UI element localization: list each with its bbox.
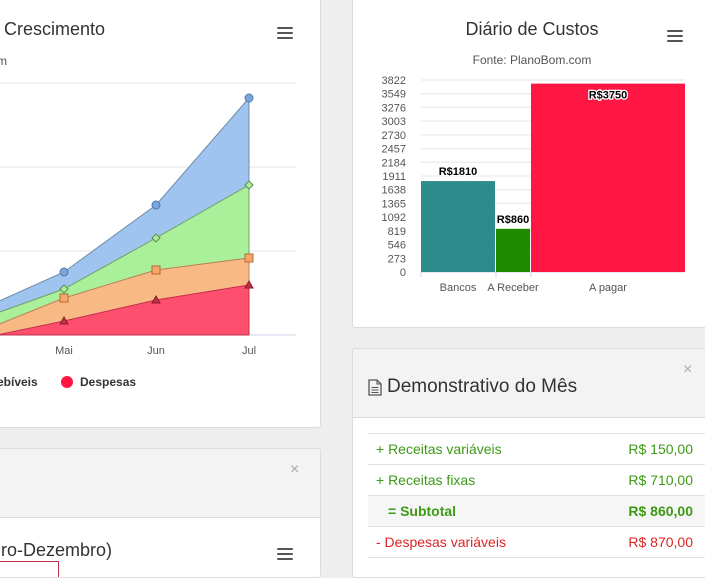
y-tick-label: 1092 — [382, 212, 406, 224]
bar-a-pagar — [531, 83, 685, 273]
demo-row: - Despesas variáveis R$ 870,00 — [368, 526, 705, 557]
y-tick-label: 1638 — [382, 185, 406, 197]
growth-chart-box: Crescimento m — [0, 0, 307, 415]
legend-label-receivables: ebíveis — [0, 375, 38, 389]
bar-data-label: R$3750 — [589, 90, 628, 102]
bar-a-receber — [496, 228, 530, 272]
demo-panel-header: Demonstrativo do Mês × — [353, 349, 705, 418]
demo-row: + Receitas variáveis R$ 150,00 — [368, 433, 705, 464]
costs-chart-title: Diário de Custos — [465, 19, 599, 39]
y-tick-label: 2184 — [382, 157, 406, 169]
demo-row: + Receitas fixas R$ 710,00 — [368, 464, 705, 495]
legend-label-despesas: Despesas — [80, 375, 136, 389]
growth-chart-menu-icon[interactable] — [277, 27, 293, 39]
demo-row-label: + Receitas fixas — [376, 472, 476, 488]
annual-chart-box: ro-Dezembro) — [0, 518, 307, 577]
demo-row-label: + Receitas variáveis — [376, 441, 502, 457]
y-tick-label: 2730 — [382, 130, 406, 142]
demo-panel: Demonstrativo do Mês × + Receitas variáv… — [352, 348, 705, 578]
growth-chart-svg: Mai Jun Jul ebíveis Despesas — [0, 82, 296, 389]
y-tick-label: 546 — [388, 240, 406, 252]
y-tick-label: 3822 — [382, 75, 406, 87]
y-tick-label: 0 — [400, 267, 406, 279]
y-tick-label: 2457 — [382, 144, 406, 156]
series-3-markers — [59, 253, 254, 303]
demo-panel-title: Demonstrativo do Mês — [387, 376, 578, 397]
growth-chart-title: Crescimento — [4, 19, 106, 39]
series-2-markers — [59, 180, 254, 294]
x-tick-label: A pagar — [589, 282, 627, 294]
x-tick-label-jun: Jun — [147, 345, 165, 357]
growth-panel: Crescimento m — [0, 0, 321, 428]
costs-chart-subtitle: Fonte: PlanoBom.com — [472, 53, 592, 67]
demo-row-label: = Subtotal — [388, 503, 457, 519]
annual-panel-close-icon[interactable]: × — [290, 461, 300, 478]
bar-bancos — [421, 181, 495, 272]
demo-row-partial — [368, 557, 705, 577]
series-4-markers — [59, 279, 254, 325]
demo-row-value: R$ 860,00 — [628, 503, 693, 519]
demo-panel-close-icon[interactable]: × — [683, 361, 693, 378]
demo-row-value: R$ 150,00 — [628, 441, 693, 457]
costs-chart-box: Diário de Custos Fonte: PlanoBom.com 0 27… — [367, 11, 697, 313]
y-tick-label: 1365 — [382, 198, 406, 210]
y-tick-label: 3003 — [382, 116, 406, 128]
y-tick-label: 3549 — [382, 89, 406, 101]
x-tick-label: A Receber — [487, 282, 539, 294]
demo-row-value: R$ 870,00 — [628, 534, 693, 550]
legend-marker-despesas — [61, 376, 73, 388]
document-icon — [368, 379, 382, 396]
bar-data-label: R$860 — [497, 214, 529, 226]
bar-data-label: R$1810 — [439, 166, 478, 178]
demo-row-label: - Despesas variáveis — [376, 534, 506, 550]
annual-chart-title: ro-Dezembro) — [1, 540, 113, 560]
y-tick-label: 273 — [388, 253, 406, 265]
y-tick-label: 3276 — [382, 102, 406, 114]
annual-panel: × ro-Dezembro) — [0, 448, 321, 578]
x-tick-label-mai: Mai — [55, 345, 73, 357]
costs-chart-menu-icon[interactable] — [667, 30, 683, 42]
growth-chart-subtitle: m — [0, 54, 7, 68]
y-tick-label: 819 — [388, 226, 406, 238]
x-tick-label: Bancos — [440, 282, 477, 294]
y-tick-label: 1911 — [382, 171, 406, 183]
annual-chart-menu-icon[interactable] — [277, 548, 293, 560]
demo-row-value: R$ 710,00 — [628, 472, 693, 488]
costs-panel: Diário de Custos Fonte: PlanoBom.com 0 27… — [352, 0, 705, 328]
x-tick-label-jul: Jul — [242, 345, 256, 357]
demo-row-subtotal: = Subtotal R$ 860,00 — [368, 495, 705, 526]
series-1-markers — [59, 93, 254, 277]
